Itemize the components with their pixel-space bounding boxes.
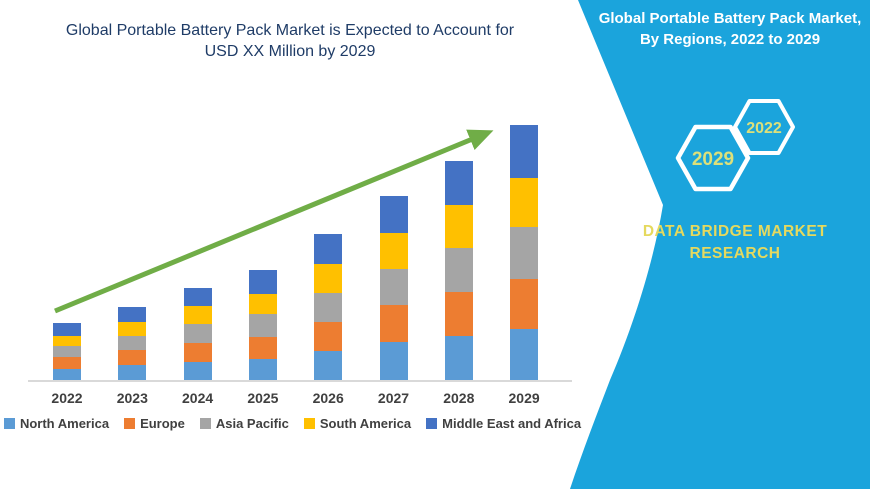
- bar-segment-north-america: [118, 365, 147, 380]
- bar-segment-europe: [379, 305, 408, 342]
- bar-segment-south-america: [379, 233, 408, 269]
- bar-segment-asia-pacific: [510, 227, 539, 279]
- chart-title: Global Portable Battery Pack Market is E…: [30, 20, 550, 62]
- legend-label: Middle East and Africa: [442, 416, 582, 431]
- chart-title-line2: USD XX Million by 2029: [204, 43, 376, 60]
- bar-segment-asia-pacific: [118, 336, 147, 350]
- bar-2022: [53, 323, 81, 380]
- legend-item: North America: [3, 416, 110, 431]
- bar-segment-middle-east-and-africa: [379, 196, 408, 233]
- chart-legend: North America Europe Asia Pacific South Ame…: [3, 416, 581, 431]
- bar-segment-north-america: [248, 359, 277, 380]
- bar-segment-europe: [248, 337, 277, 359]
- bar-segment-asia-pacific: [183, 324, 212, 343]
- panel-title-line1: Global Portable Battery Pack Market,: [598, 10, 862, 27]
- bar-segment-middle-east-and-africa: [183, 288, 212, 306]
- bar-segment-south-america: [118, 322, 147, 336]
- x-axis-label: 2029: [508, 390, 540, 406]
- bar-segment-europe: [510, 279, 539, 329]
- bar-segment-south-america: [314, 264, 343, 293]
- x-axis-label: 2024: [182, 390, 214, 406]
- hexagon-2022-icon: [733, 99, 795, 155]
- brand-line2: RESEARCH: [689, 245, 781, 262]
- bar-segment-asia-pacific: [53, 346, 81, 357]
- brand-line1: DATA BRIDGE MARKET: [642, 223, 828, 240]
- legend-item: Europe: [124, 416, 185, 431]
- bar-2026: [314, 234, 343, 380]
- bar-2025: [248, 270, 277, 380]
- bar-segment-north-america: [53, 369, 81, 380]
- legend-item: South America: [303, 416, 412, 431]
- bar-segment-europe: [314, 322, 343, 351]
- bar-segment-south-america: [444, 205, 473, 248]
- legend-swatch: [303, 418, 315, 429]
- chart-title-line1: Global Portable Battery Pack Market is E…: [65, 22, 515, 39]
- bar-segment-middle-east-and-africa: [248, 270, 277, 294]
- x-axis-label: 2022: [51, 390, 83, 406]
- hexagon-2022-label: 2022: [746, 120, 782, 137]
- legend-item: Middle East and Africa: [426, 416, 581, 431]
- bar-segment-middle-east-and-africa: [118, 307, 147, 322]
- x-axis-label: 2026: [312, 390, 344, 406]
- hexagon-2029-label: 2029: [692, 149, 734, 170]
- bar-segment-europe: [183, 343, 212, 362]
- bar-segment-north-america: [379, 342, 408, 380]
- bar-segment-asia-pacific: [248, 314, 277, 337]
- bar-segment-middle-east-and-africa: [314, 234, 343, 264]
- bar-2024: [183, 288, 212, 380]
- legend-label: North America: [19, 416, 110, 431]
- legend-swatch: [426, 418, 438, 429]
- bar-2028: [444, 161, 473, 380]
- bar-segment-europe: [444, 292, 473, 336]
- x-axis-label: 2028: [443, 390, 475, 406]
- bar-2027: [379, 196, 408, 380]
- bar-segment-south-america: [510, 178, 539, 227]
- bar-segment-asia-pacific: [314, 293, 343, 322]
- legend-item: Asia Pacific: [199, 416, 289, 431]
- bar-segment-europe: [53, 357, 81, 369]
- bar-segment-north-america: [183, 362, 212, 380]
- bar-segment-south-america: [183, 306, 212, 324]
- x-axis-label: 2023: [116, 390, 148, 406]
- bar-segment-middle-east-and-africa: [510, 125, 539, 178]
- hexagon-2029-icon: [675, 124, 751, 192]
- panel-title: Global Portable Battery Pack Market, By …: [590, 8, 870, 50]
- brand-name: DATA BRIDGE MARKET RESEARCH: [605, 221, 865, 265]
- bar-segment-asia-pacific: [444, 248, 473, 292]
- bar-segment-south-america: [248, 294, 277, 314]
- bar-segment-middle-east-and-africa: [53, 323, 81, 336]
- bar-2029: [510, 125, 539, 380]
- x-axis-label: 2025: [247, 390, 279, 406]
- legend-label: Europe: [140, 416, 185, 431]
- bar-segment-north-america: [314, 351, 343, 380]
- bar-segment-asia-pacific: [379, 269, 408, 305]
- bar-segment-middle-east-and-africa: [444, 161, 473, 205]
- bar-segment-north-america: [510, 329, 539, 380]
- legend-label: Asia Pacific: [215, 416, 289, 431]
- panel-title-line2: By Regions, 2022 to 2029: [639, 31, 821, 48]
- x-axis-label: 2027: [377, 390, 410, 406]
- legend-swatch: [199, 418, 211, 429]
- bar-segment-north-america: [444, 336, 473, 380]
- bar-segment-south-america: [53, 336, 81, 346]
- bar-2023: [118, 307, 147, 380]
- legend-swatch: [124, 418, 136, 429]
- legend-label: South America: [319, 416, 412, 431]
- bar-segment-europe: [118, 350, 147, 365]
- x-axis-line: [28, 380, 572, 382]
- legend-swatch: [3, 418, 15, 429]
